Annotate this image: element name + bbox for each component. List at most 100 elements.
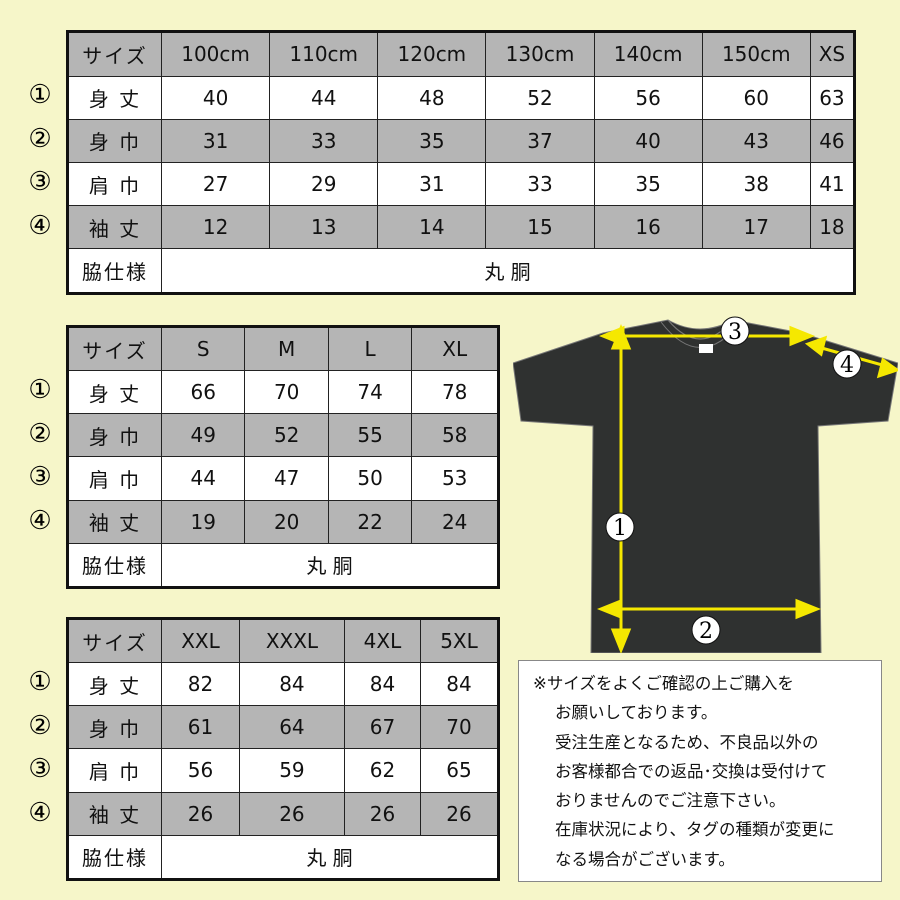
value-cell: 18 [809,205,856,250]
size-header: XL [411,325,499,372]
value-cell: 52 [485,75,595,120]
footer-row: 脇仕様丸 胴 [67,834,499,881]
row-marker: ④ [28,210,52,241]
value-cell: 27 [160,161,271,207]
note-line: お願いしております。 [555,703,718,723]
value-cell: 26 [238,791,345,836]
value-cell: 70 [419,705,500,750]
value-cell: 20 [244,499,329,544]
value-cell: 47 [244,456,329,501]
value-cell: 70 [244,370,329,415]
value-cell: 17 [701,205,811,250]
row-label: 身 巾 [67,118,162,163]
row-label: 身 丈 [67,370,162,415]
value-cell: 66 [160,370,246,415]
header-row: サイズ XXL XXXL 4XL 5XL [67,617,500,664]
size-header: 130cm [485,31,595,77]
value-cell: 65 [419,748,500,793]
value-cell: 12 [160,205,271,250]
size-header: S [160,325,246,372]
value-cell: 31 [377,161,487,207]
size-header: 100cm [160,31,271,77]
value-cell: 29 [269,161,379,207]
size-header: 120cm [377,31,487,77]
size-label: サイズ [67,617,162,664]
value-cell: 44 [269,75,379,120]
value-cell: 55 [327,413,413,458]
value-cell: 60 [701,75,811,120]
value-cell: 37 [485,118,595,163]
value-cell: 35 [593,161,703,207]
row-label: 肩 巾 [67,456,162,501]
row-marker: ② [28,418,52,449]
size-header: XS [809,31,856,77]
note-line: 在庫状況により、タグの種類が変更に [555,820,835,840]
diagram-markers: 1 2 3 4 [605,316,862,645]
value-cell: 26 [343,791,421,836]
row-label: 肩 巾 [67,748,162,793]
size-header: XXXL [238,617,345,664]
side-spec-value: 丸 胴 [161,834,499,881]
value-cell: 78 [411,370,499,415]
marker-2: 2 [699,619,713,644]
row-marker: ① [28,667,52,697]
table-row: 袖 丈 26 26 26 26 [67,791,500,836]
value-cell: 74 [327,370,413,415]
table-row: 身 巾 61 64 67 70 [67,705,500,750]
size-table-2: サイズ S M L XL 身 丈 66 70 74 78 身 巾 49 52 55 58 肩 巾 44 47 50 5… [66,325,500,589]
value-cell: 56 [161,748,240,793]
side-spec-value: 丸 胴 [161,248,855,294]
note-line: おりませんのでご注意下さい。 [555,791,786,811]
row-label: 身 巾 [67,413,162,458]
row-label: 身 丈 [67,75,162,120]
table-row: 袖 丈 12 13 14 15 16 17 18 [67,205,856,250]
value-cell: 49 [160,413,246,458]
side-spec-label: 脇仕様 [67,542,162,589]
table-row: 身 丈 40 44 48 52 56 60 63 [67,75,856,120]
table-row: 袖 丈 19 20 22 24 [67,499,499,544]
table-row: 身 巾 49 52 55 58 [67,413,499,458]
value-cell: 64 [238,705,345,750]
value-cell: 56 [593,75,703,120]
tshirt-measurement-diagram: 1 2 3 4 [513,316,898,653]
value-cell: 15 [485,205,595,250]
row-label: 肩 巾 [67,161,162,207]
value-cell: 84 [419,662,500,707]
value-cell: 41 [809,161,856,207]
side-spec-label: 脇仕様 [67,248,162,294]
value-cell: 46 [809,118,856,163]
row-marker: ③ [28,462,52,492]
value-cell: 43 [701,118,811,163]
value-cell: 40 [593,118,703,163]
table-row: 肩 巾 56 59 62 65 [67,748,500,793]
header-row: サイズ 100cm 110cm 120cm 130cm 140cm 150cm XS [67,31,856,77]
size-table-1: サイズ 100cm 110cm 120cm 130cm 140cm 150cm XS 身 丈 40… [66,30,856,295]
value-cell: 58 [411,413,499,458]
value-cell: 48 [377,75,487,120]
row-label: 身 丈 [67,662,162,707]
size-label: サイズ [67,31,162,77]
value-cell: 53 [411,456,499,501]
row-marker: ② [28,123,52,154]
row-marker: ④ [28,505,52,536]
table-row: 肩 巾 27 29 31 33 35 38 41 [67,161,856,207]
measurement-arrows [596,323,898,653]
value-cell: 44 [160,456,246,501]
table-row: 肩 巾 44 47 50 53 [67,456,499,501]
value-cell: 31 [160,118,271,163]
note-line: お客様都合での返品･交換は受付けて [555,761,828,781]
value-cell: 84 [238,662,345,707]
value-cell: 35 [377,118,487,163]
value-cell: 50 [327,456,413,501]
size-table-3: サイズ XXL XXXL 4XL 5XL 身 丈 82 84 84 84 身 巾 61 64 67 70 肩 … [66,617,500,881]
marker-4: 4 [840,353,854,378]
value-cell: 52 [244,413,329,458]
value-cell: 26 [161,791,240,836]
row-marker: ① [28,375,52,405]
marker-1: 1 [613,516,627,541]
header-row: サイズ S M L XL [67,325,499,372]
row-label: 袖 丈 [67,791,162,836]
note-line: ※サイズをよくご確認の上ご購入を [533,674,794,693]
footer-row: 脇仕様丸 胴 [67,248,855,294]
row-label: 袖 丈 [67,499,162,544]
